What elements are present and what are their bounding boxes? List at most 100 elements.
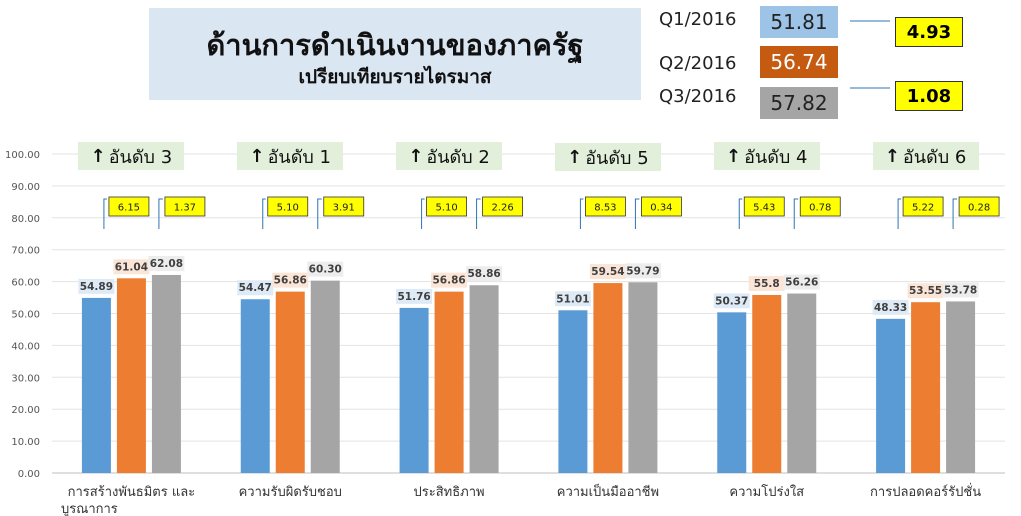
bar <box>399 307 429 473</box>
diff-bracket <box>262 198 266 229</box>
legend-value-q3: 57.82 <box>760 87 838 119</box>
data-label: 61.04 <box>115 261 148 273</box>
diff-bracket <box>793 198 799 229</box>
diff-box <box>426 196 467 217</box>
data-label: 53.55 <box>909 285 942 297</box>
data-label-bg <box>466 266 503 282</box>
rank-badge: ↑ อันดับ 6 <box>872 142 979 170</box>
y-tick-label: 30.00 <box>11 373 40 384</box>
diff-box <box>799 196 841 217</box>
diff-label: 0.78 <box>809 203 831 214</box>
diff-bracket <box>476 198 481 229</box>
diff-box <box>585 196 626 217</box>
title-box: ด้านการดำเนินงานของภาครัฐ เปรียบเทียบราย… <box>149 8 641 100</box>
bar <box>628 282 658 473</box>
category-label: การสร้างพันธมิตร และ <box>68 485 196 500</box>
data-label-bg <box>78 278 115 294</box>
bar <box>946 301 976 473</box>
legend-diff-q2-q3: 1.08 <box>895 81 963 111</box>
data-label: 59.79 <box>626 265 659 277</box>
diff-bracket <box>634 198 640 229</box>
data-label: 53.78 <box>944 284 977 296</box>
data-label-bg <box>783 274 820 290</box>
legend-value-q2: 56.74 <box>760 46 838 78</box>
bar <box>151 274 181 473</box>
data-label: 54.47 <box>239 282 272 294</box>
diff-box <box>958 196 1000 217</box>
y-tick-label: 80.00 <box>11 214 40 225</box>
data-label-bg <box>554 291 591 307</box>
diff-label: 0.28 <box>968 203 990 214</box>
y-tick-label: 100.00 <box>5 150 40 161</box>
data-label-bg <box>113 259 150 275</box>
bar <box>81 297 111 473</box>
diff-bracket <box>952 198 958 229</box>
data-label: 58.86 <box>467 268 500 280</box>
diff-box <box>743 196 785 217</box>
diff-bracket <box>158 198 163 229</box>
category-label: ประสิทธิภาพ <box>414 485 485 500</box>
diff-label: 8.53 <box>594 203 616 214</box>
data-label-bg <box>713 293 750 309</box>
diff-box <box>108 196 150 217</box>
y-tick-label: 40.00 <box>11 341 40 352</box>
diff-bracket <box>103 198 107 229</box>
diff-box <box>267 196 309 217</box>
arrow-up-icon: ↑ <box>90 145 106 167</box>
chart-subtitle: เปรียบเทียบรายไตรมาส <box>298 66 492 88</box>
data-label: 48.33 <box>874 302 907 314</box>
diff-box <box>902 196 944 217</box>
data-label-bg <box>748 275 785 291</box>
rank-badge: ↑ อันดับ 2 <box>396 142 503 170</box>
data-label-bg <box>872 299 909 315</box>
legend-diff-q1-q2: 4.93 <box>895 17 963 47</box>
bar <box>787 293 817 473</box>
chart-title: ด้านการดำเนินงานของภาครัฐ <box>206 28 584 62</box>
data-label: 51.76 <box>397 291 430 303</box>
diff-label: 0.34 <box>650 203 672 214</box>
bar <box>717 312 747 473</box>
diff-bracket <box>421 198 425 229</box>
legend-label-q3: Q3/2016 <box>659 86 737 107</box>
data-label: 50.37 <box>715 295 748 307</box>
diff-label: 1.37 <box>174 203 196 214</box>
bar <box>558 310 588 473</box>
rank-badge: ↑ อันดับ 5 <box>554 143 661 171</box>
y-tick-label: 20.00 <box>11 405 40 416</box>
data-label-bg <box>237 280 274 296</box>
diff-bracket <box>579 198 584 229</box>
category-label: ความโปร่งใส <box>729 484 804 500</box>
data-label: 59.54 <box>591 266 624 278</box>
data-label-bg <box>307 261 344 277</box>
data-label-bg <box>624 263 661 279</box>
diff-box <box>482 196 523 217</box>
rank-badge: ↑ อันดับ 4 <box>713 142 820 170</box>
bar <box>310 280 340 473</box>
rank-badge: ↑ อันดับ 3 <box>78 142 185 170</box>
arrow-up-icon: ↑ <box>726 145 742 167</box>
diff-box <box>323 196 365 217</box>
rank-label: อันดับ 3 <box>108 146 173 168</box>
legend-label-q2: Q2/2016 <box>659 53 737 74</box>
diff-label: 2.26 <box>491 203 513 214</box>
legend-value-q1: 51.81 <box>760 6 838 38</box>
diff-label: 5.10 <box>435 203 457 214</box>
arrow-up-icon: ↑ <box>249 145 265 167</box>
rank-label: อันดับ 2 <box>426 146 490 168</box>
data-label-bg <box>396 288 433 304</box>
diff-label: 5.10 <box>277 203 299 214</box>
diff-bracket <box>897 198 902 229</box>
data-label: 55.8 <box>754 278 780 290</box>
rank-label: อันดับ 5 <box>585 147 649 169</box>
arrow-up-icon: ↑ <box>408 145 424 167</box>
bar <box>275 291 305 473</box>
category-label: ความเป็นมืออาชีพ <box>557 482 659 500</box>
rank-label: อันดับ 4 <box>744 146 808 168</box>
rank-badge: ↑ อันดับ 1 <box>237 142 344 170</box>
y-tick-label: 90.00 <box>11 182 40 193</box>
category-label: บูรณาการ <box>61 502 118 516</box>
y-tick-label: 60.00 <box>11 278 40 289</box>
diff-box <box>164 196 206 217</box>
data-label-bg <box>907 283 944 299</box>
diff-bracket <box>317 198 322 229</box>
